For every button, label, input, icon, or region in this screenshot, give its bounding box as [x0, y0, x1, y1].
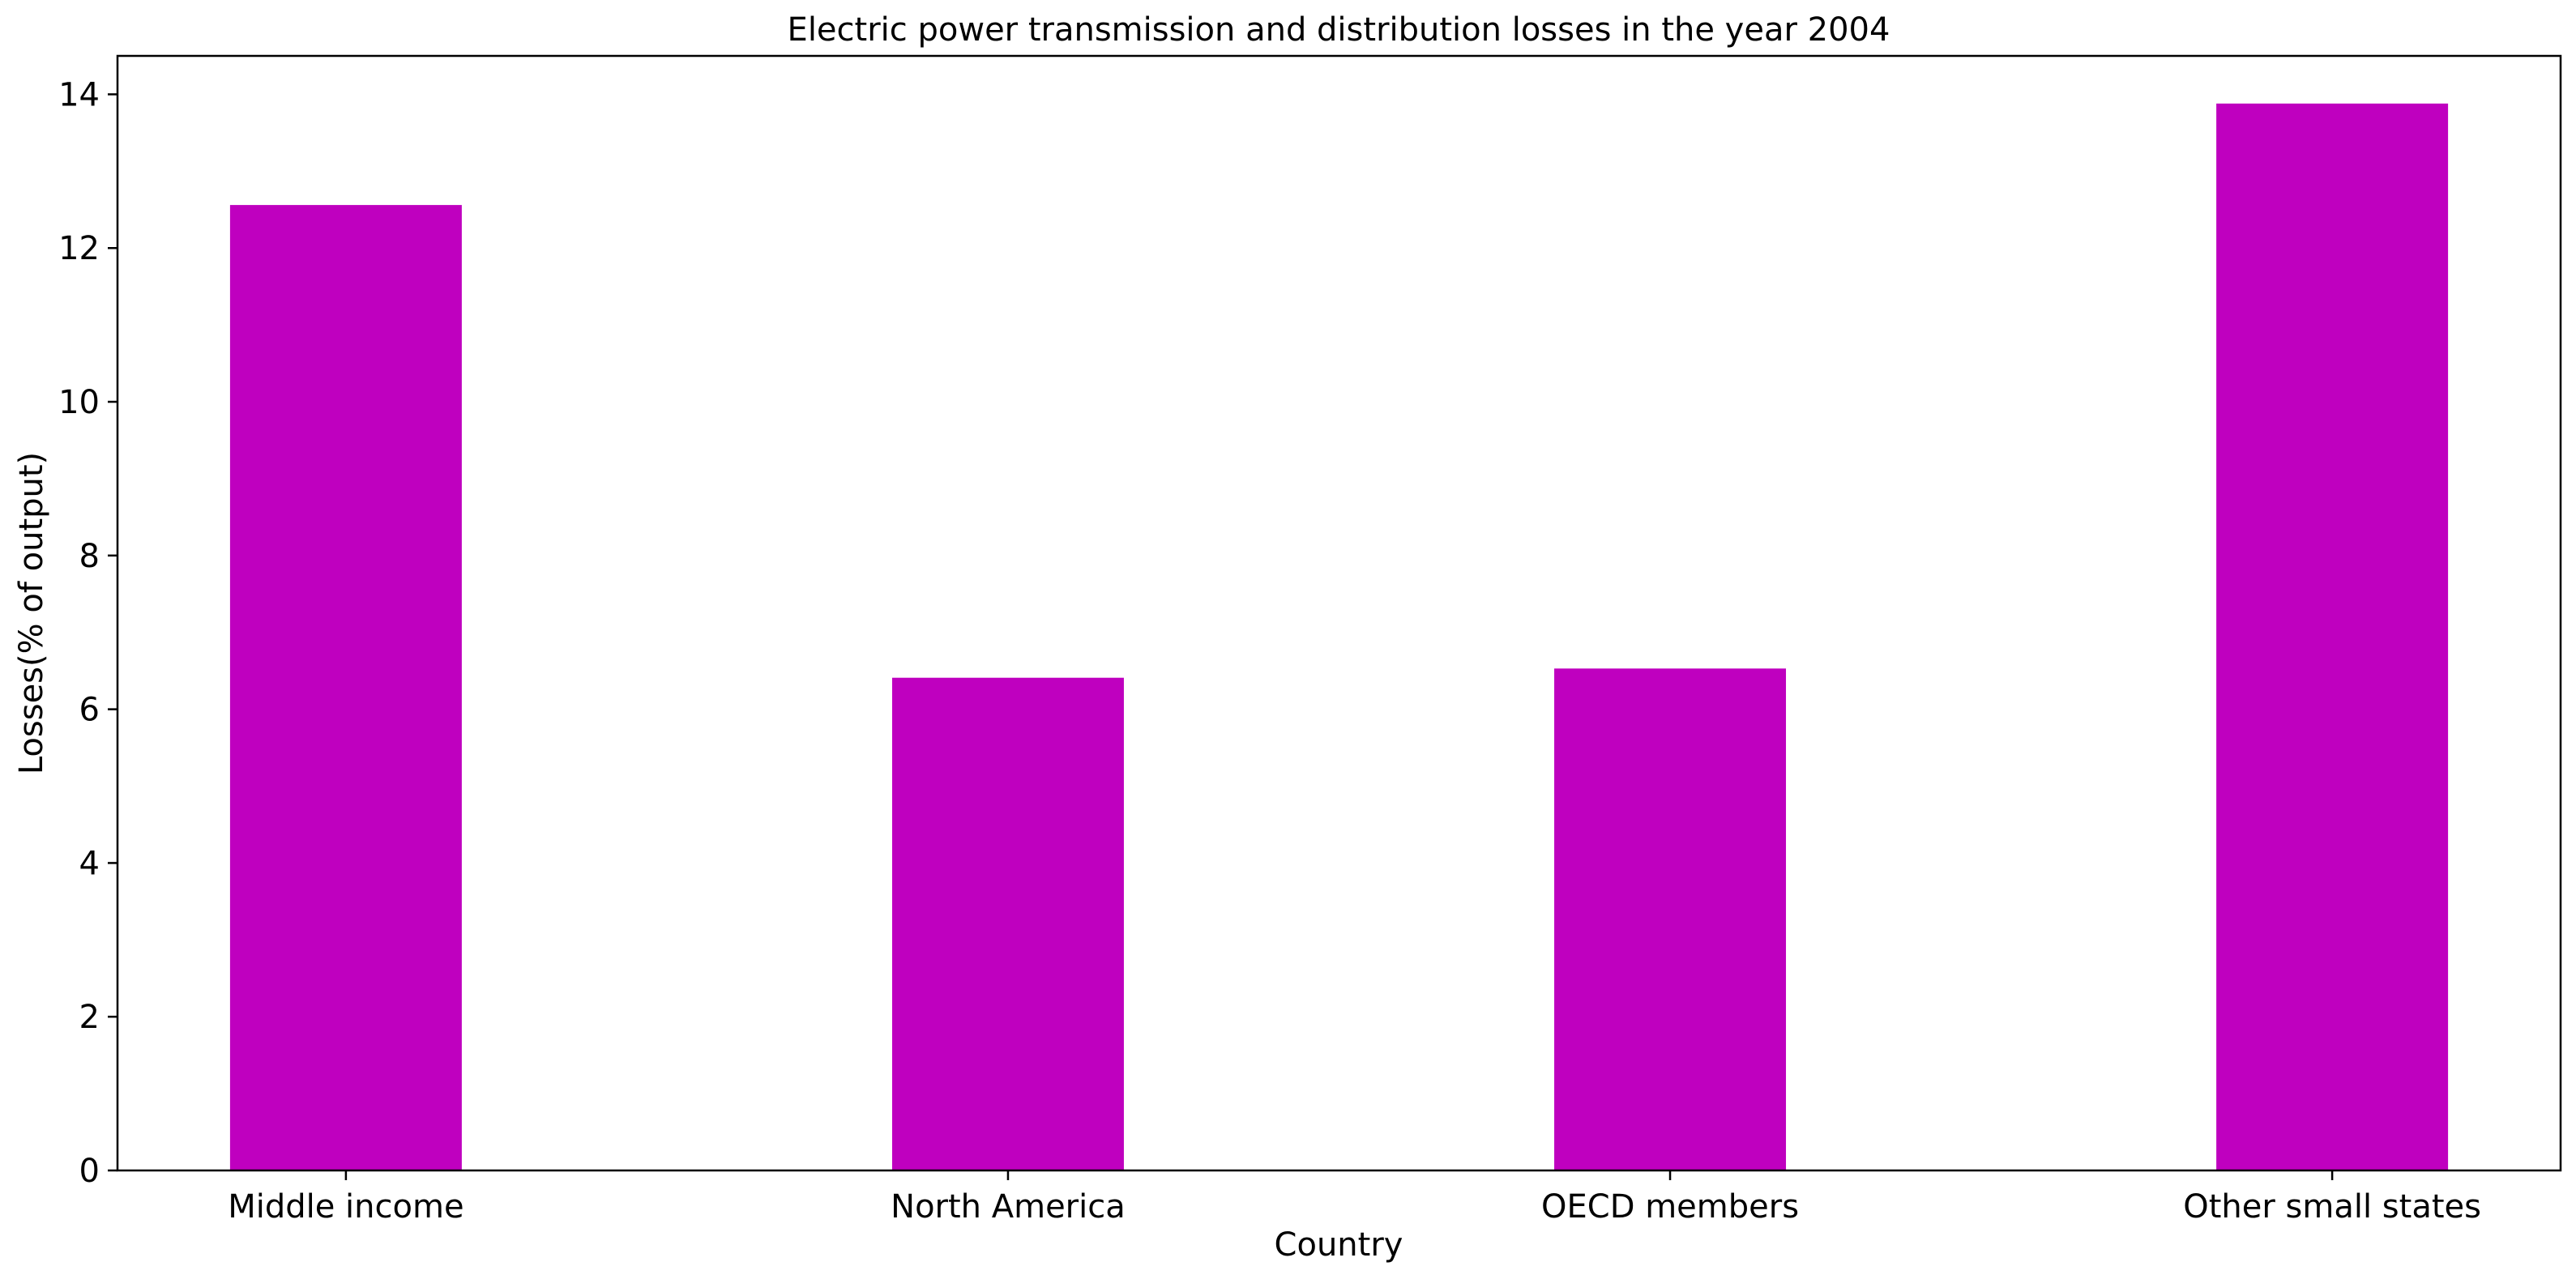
x-axis: Middle income North America OECD members Ot… — [228, 1170, 2481, 1226]
x-tick-label: North America — [891, 1188, 1126, 1226]
y-tick-label: 10 — [58, 384, 100, 421]
y-tick-label: 0 — [79, 1153, 100, 1190]
x-tick-label: OECD members — [1541, 1188, 1799, 1226]
x-axis-label: Country — [1275, 1226, 1403, 1264]
y-tick-label: 14 — [58, 76, 100, 113]
bar-north-america — [891, 677, 1124, 1170]
y-tick-label: 2 — [79, 999, 100, 1036]
y-tick-label: 4 — [79, 845, 100, 882]
y-tick-label: 12 — [58, 230, 100, 267]
x-tick-label: Middle income — [228, 1188, 464, 1226]
plot-frame — [116, 54, 2562, 1172]
y-tick-label: 8 — [79, 538, 100, 575]
y-axis-label: Losses(% of output) — [13, 452, 50, 774]
bar-other-small-states — [2216, 103, 2449, 1171]
y-axis: 0 2 4 6 8 10 12 14 — [58, 76, 117, 1190]
bar-middle-income — [229, 205, 462, 1170]
chart-title: Electric power transmission and distribu… — [788, 11, 1890, 49]
x-tick-label: Other small states — [2183, 1188, 2481, 1226]
bar-oecd-members — [1554, 668, 1787, 1170]
y-tick-label: 6 — [79, 692, 100, 729]
bars-group — [229, 103, 2449, 1171]
